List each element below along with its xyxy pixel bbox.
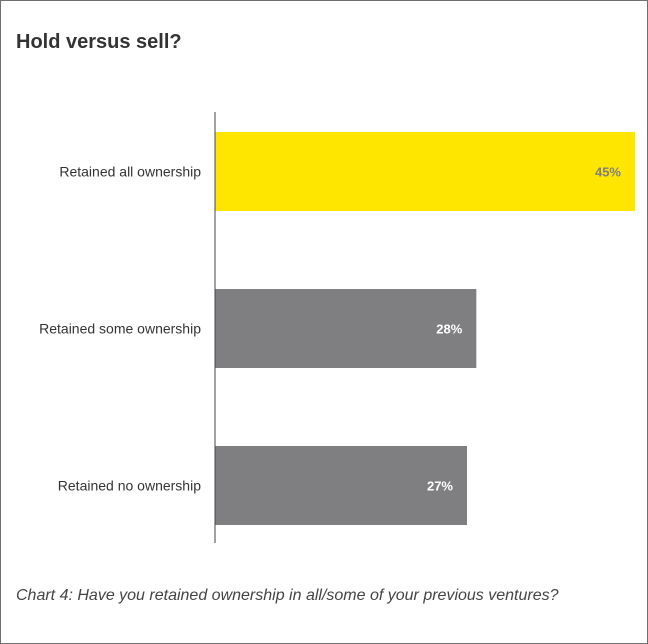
bar-3 [215, 446, 467, 525]
data-label-2: 28% [436, 322, 462, 337]
category-label-3: Retained no ownership [58, 478, 201, 494]
chart-title: Hold versus sell? [16, 31, 182, 53]
chart-caption: Chart 4: Have you retained ownership in … [16, 587, 559, 604]
category-label-1: Retained all ownership [59, 164, 201, 180]
data-label-1: 45% [595, 165, 621, 180]
bar-1 [215, 132, 635, 211]
bar-2 [215, 289, 477, 368]
data-label-3: 27% [427, 479, 453, 494]
category-label-2: Retained some ownership [39, 321, 201, 337]
